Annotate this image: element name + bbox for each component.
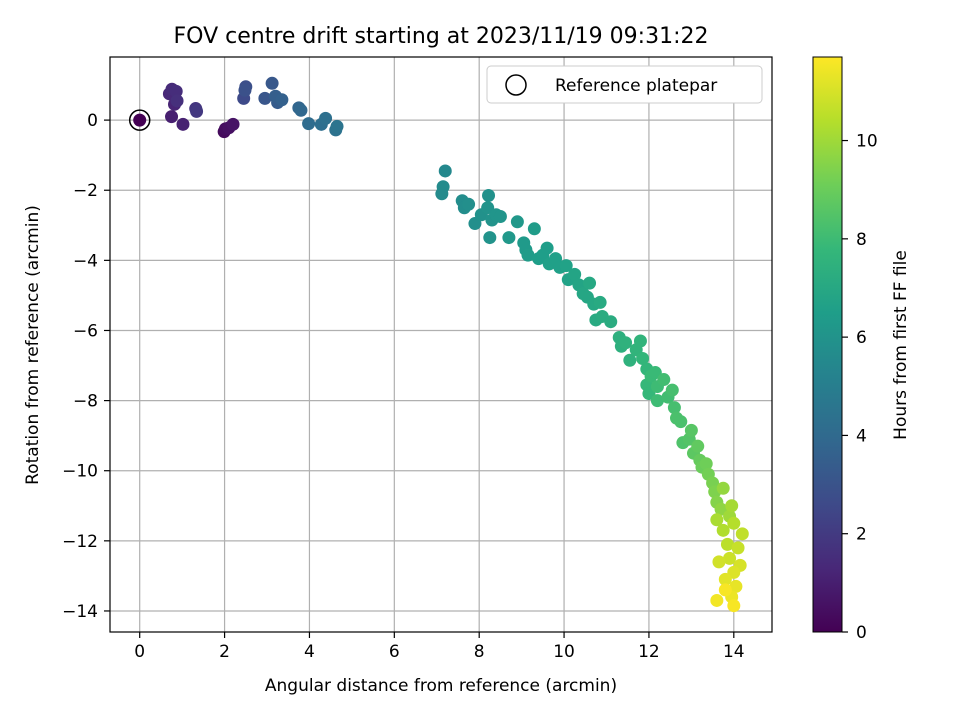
data-point — [435, 187, 449, 201]
colorbar-ticks: 0 2 4 6 8 10 — [842, 132, 878, 643]
colorbar-tick-label: 6 — [856, 328, 867, 348]
data-point — [493, 210, 507, 224]
data-point — [483, 231, 497, 245]
data-point — [718, 572, 732, 586]
data-point — [716, 481, 730, 495]
data-point — [619, 336, 633, 350]
data-point — [275, 93, 289, 107]
data-point — [294, 103, 308, 117]
data-point — [727, 516, 741, 530]
data-point — [684, 423, 698, 437]
colorbar-gradient — [812, 56, 843, 633]
plot-background — [110, 57, 772, 632]
y-axis-ticks: 0 −2 −4 −6 −8 −10 −12 −14 — [62, 111, 110, 622]
data-point — [725, 499, 739, 513]
chart-title: FOV centre drift starting at 2023/11/19 … — [174, 24, 709, 49]
data-point — [265, 76, 279, 90]
data-point — [319, 111, 333, 125]
data-point — [604, 315, 618, 329]
data-point — [636, 352, 650, 366]
data-point — [716, 523, 730, 537]
data-point — [712, 555, 726, 569]
data-point — [170, 94, 184, 108]
y-tick-label: −4 — [73, 251, 98, 271]
data-point — [710, 513, 724, 527]
data-point — [226, 117, 240, 131]
data-point — [169, 84, 183, 98]
y-tick-label: −2 — [73, 181, 98, 201]
data-point — [559, 259, 573, 273]
legend-box — [486, 65, 763, 104]
legend-entry-label: Reference platepar — [555, 76, 717, 96]
y-tick-label: 0 — [87, 111, 98, 131]
y-tick-label: −8 — [73, 392, 98, 412]
colorbar-tick-label: 10 — [856, 132, 878, 152]
x-tick-label: 0 — [134, 642, 145, 662]
data-point — [502, 231, 516, 245]
data-point — [190, 104, 204, 118]
data-point — [729, 579, 743, 593]
data-point — [727, 599, 741, 613]
data-point — [657, 373, 671, 387]
x-tick-label: 10 — [553, 642, 575, 662]
data-point — [176, 117, 190, 131]
data-point — [330, 119, 344, 133]
plot-area — [109, 56, 773, 633]
x-tick-label: 4 — [304, 642, 315, 662]
data-point — [302, 117, 316, 131]
data-point — [462, 197, 476, 211]
colorbar-tick-label: 4 — [856, 426, 867, 446]
y-axis-label: Rotation from reference (arcmin) — [23, 205, 43, 485]
data-point — [568, 267, 582, 281]
data-point — [723, 551, 737, 565]
data-point — [720, 537, 734, 551]
data-point — [731, 541, 745, 555]
x-axis-label: Angular distance from reference (arcmin) — [265, 676, 617, 696]
legend-reference-marker — [505, 74, 527, 96]
plot-frame — [109, 56, 773, 633]
data-point — [667, 401, 681, 415]
data-point — [650, 394, 664, 408]
data-point — [735, 527, 749, 541]
colorbar: 0 2 4 6 8 10 Hours from first FF file — [812, 56, 911, 643]
data-point — [674, 415, 688, 429]
data-point — [438, 164, 452, 178]
data-point — [583, 276, 597, 290]
reference-platepar-marker — [128, 109, 151, 131]
y-tick-label: −12 — [62, 532, 98, 552]
y-tick-label: −10 — [62, 462, 98, 482]
data-point — [238, 83, 252, 97]
data-point — [521, 248, 535, 262]
data-point — [633, 334, 647, 348]
data-point — [699, 457, 713, 471]
x-tick-label: 2 — [219, 642, 230, 662]
x-tick-label: 8 — [474, 642, 485, 662]
colorbar-tick-label: 2 — [856, 525, 867, 545]
colorbar-tick-label: 8 — [856, 230, 867, 250]
y-tick-label: −6 — [73, 321, 98, 341]
data-point — [165, 110, 179, 124]
data-point — [540, 241, 554, 255]
x-axis-ticks: 0 2 4 6 8 10 12 14 — [134, 632, 745, 662]
data-point — [527, 222, 541, 236]
data-point — [691, 439, 705, 453]
data-point — [623, 353, 637, 367]
data-point — [482, 188, 496, 202]
x-tick-label: 6 — [389, 642, 400, 662]
x-tick-label: 14 — [723, 642, 745, 662]
data-point — [710, 593, 724, 607]
x-tick-label: 12 — [638, 642, 660, 662]
data-point — [510, 215, 524, 229]
data-point — [258, 91, 272, 105]
y-tick-label: −14 — [62, 602, 98, 622]
data-point — [665, 383, 679, 397]
data-point — [718, 583, 732, 597]
data-point — [593, 295, 607, 309]
colorbar-tick-label: 0 — [856, 623, 867, 643]
scatter-points — [133, 76, 749, 613]
data-point — [133, 113, 147, 127]
colorbar-label: Hours from first FF file — [891, 250, 911, 440]
legend: Reference platepar — [486, 65, 763, 104]
